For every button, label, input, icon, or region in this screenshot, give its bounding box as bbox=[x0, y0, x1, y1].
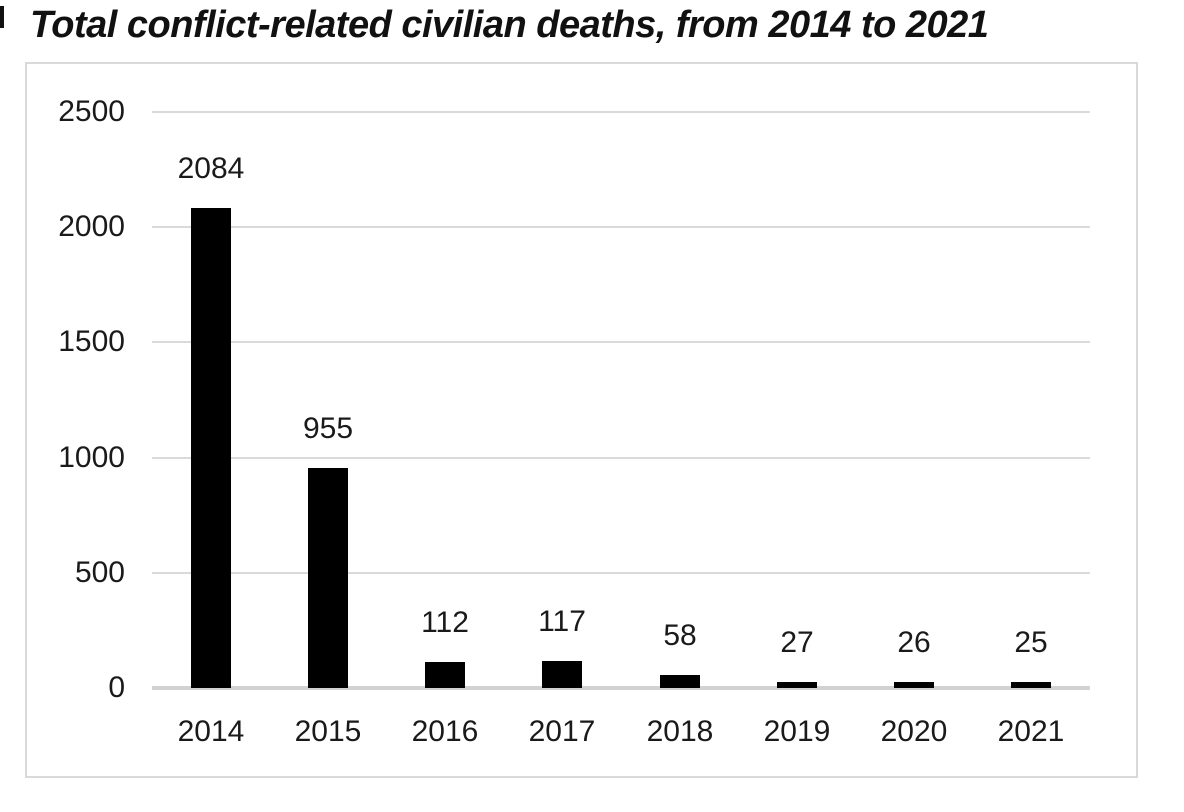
bar-2017 bbox=[542, 661, 582, 688]
bar-value-label: 112 bbox=[421, 606, 469, 639]
gridline bbox=[152, 341, 1090, 343]
edge-artifact-mark bbox=[0, 6, 4, 28]
y-tick-label: 0 bbox=[108, 671, 125, 704]
x-tick-label: 2019 bbox=[763, 715, 831, 748]
bar-value-label: 2084 bbox=[177, 152, 245, 185]
bar-2021 bbox=[1011, 682, 1051, 688]
bar-2015 bbox=[308, 468, 348, 688]
bar-value-label: 117 bbox=[538, 605, 586, 638]
gridline bbox=[152, 572, 1090, 574]
x-tick-label: 2016 bbox=[411, 715, 479, 748]
x-axis-line bbox=[152, 686, 1090, 690]
gridline bbox=[152, 226, 1090, 228]
gridline bbox=[152, 457, 1090, 459]
y-tick-label: 500 bbox=[74, 556, 125, 589]
x-tick-label: 2021 bbox=[997, 715, 1065, 748]
bar-value-label: 26 bbox=[897, 626, 931, 659]
x-tick-label: 2017 bbox=[528, 715, 596, 748]
bar-value-label: 58 bbox=[663, 619, 697, 652]
y-tick-label: 1500 bbox=[58, 325, 125, 358]
x-tick-label: 2020 bbox=[880, 715, 948, 748]
y-tick-label: 2000 bbox=[58, 210, 125, 243]
chart-title: Total conflict-related civilian deaths, … bbox=[30, 4, 989, 46]
x-tick-label: 2014 bbox=[177, 715, 245, 748]
bar-value-label: 27 bbox=[780, 626, 814, 659]
bar-2018 bbox=[660, 675, 700, 688]
gridline bbox=[152, 111, 1090, 113]
y-tick-label: 1000 bbox=[58, 441, 125, 474]
bar-2019 bbox=[777, 682, 817, 688]
bar-2014 bbox=[191, 208, 231, 688]
y-tick-label: 2500 bbox=[58, 95, 125, 128]
x-tick-label: 2018 bbox=[646, 715, 714, 748]
x-tick-label: 2015 bbox=[294, 715, 362, 748]
bar-2016 bbox=[425, 662, 465, 688]
bar-value-label: 25 bbox=[1014, 626, 1048, 659]
bar-2020 bbox=[894, 682, 934, 688]
chart-frame: 0 500 1000 1500 2000 2500 2084 955 112 117 58 27 26… bbox=[25, 62, 1138, 778]
bar-value-label: 955 bbox=[302, 412, 354, 445]
